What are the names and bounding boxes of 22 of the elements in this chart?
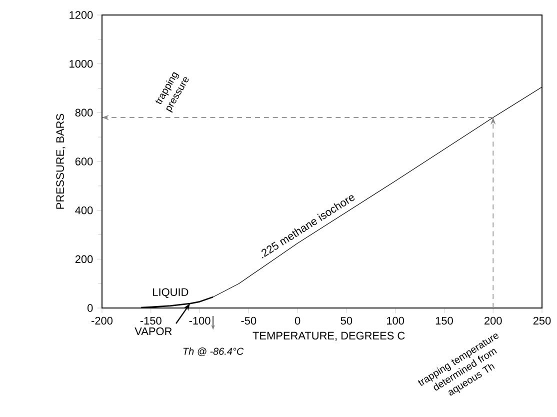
x-tick-label: 250 xyxy=(533,316,551,325)
x-tick-label: 0 xyxy=(294,316,300,325)
y-tick-label: 600 xyxy=(75,158,93,166)
x-tick-label: -100 xyxy=(189,316,210,325)
text: Th @ -86.4°C xyxy=(183,348,244,356)
y-tick-label: 400 xyxy=(75,206,93,214)
x-tick-label: 50 xyxy=(340,316,352,325)
x-tick-label: -200 xyxy=(92,316,113,325)
y-axis-title: PRESSURE, BARS xyxy=(56,114,66,209)
x-tick-label: -50 xyxy=(241,316,256,325)
x-tick-label: -150 xyxy=(140,316,162,325)
y-tick-label: 200 xyxy=(75,255,93,264)
y-tick-label: 1200 xyxy=(70,11,93,19)
y-tick-label: 1000 xyxy=(70,60,93,68)
x-axis-title: TEMPERATURE, DEGREES C xyxy=(252,332,405,341)
y-tick-label: 800 xyxy=(75,108,93,117)
annotation: LIQUID xyxy=(153,288,188,298)
x-tick-label: 100 xyxy=(387,316,404,325)
x-tick-label: 200 xyxy=(484,316,502,325)
text: VAPOR xyxy=(134,327,172,336)
y-tick-label: 0 xyxy=(87,304,93,312)
x-tick-label: 150 xyxy=(436,316,453,325)
